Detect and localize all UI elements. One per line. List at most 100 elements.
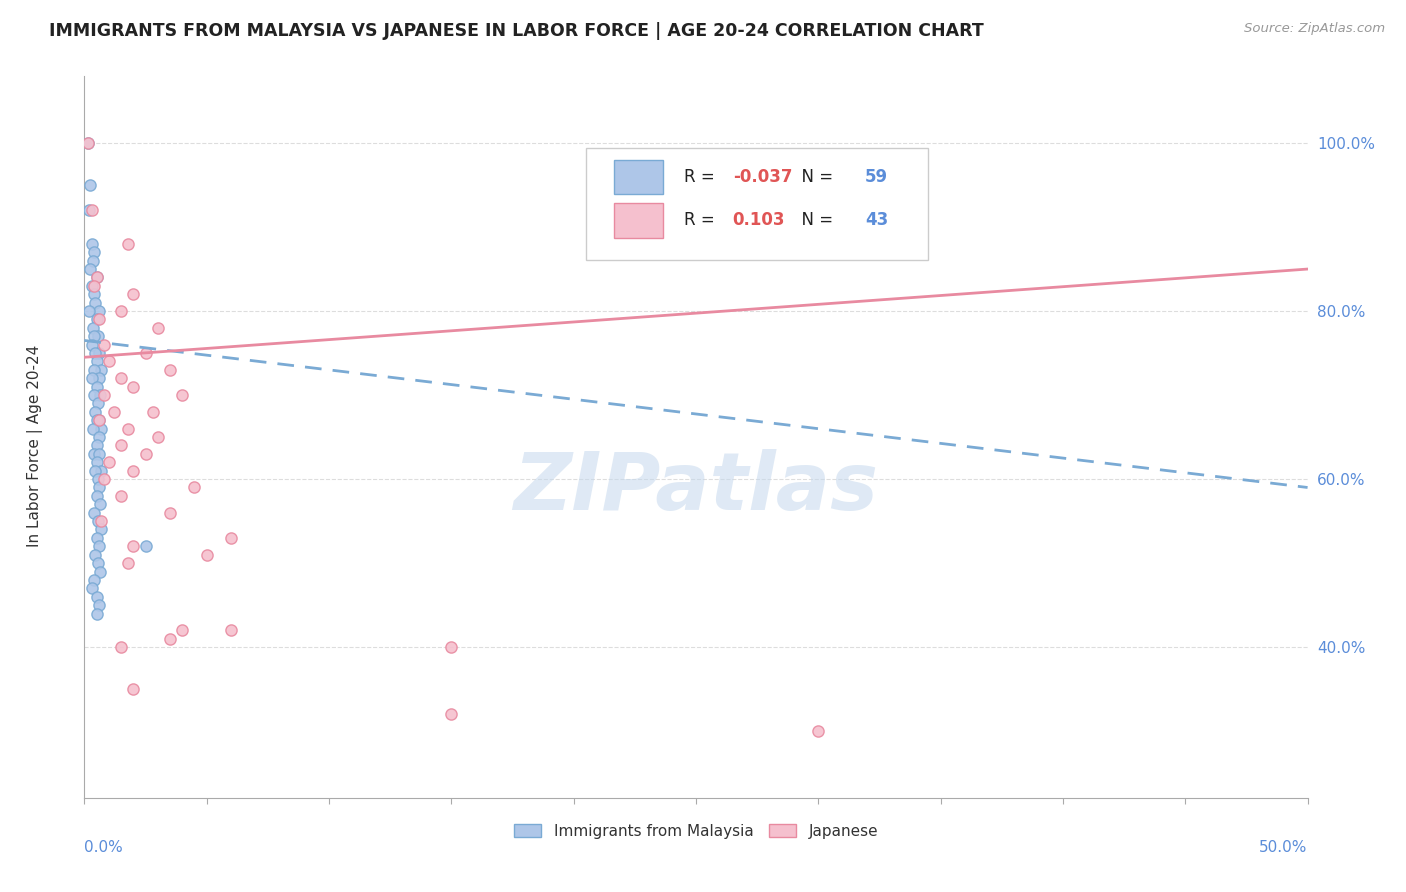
Point <box>87 447 110 461</box>
Point <box>146 321 169 335</box>
Point <box>83 447 105 461</box>
Text: Source: ZipAtlas.com: Source: ZipAtlas.com <box>1244 22 1385 36</box>
Point <box>183 481 205 495</box>
Point <box>83 245 105 260</box>
Point <box>159 632 181 646</box>
Point <box>80 371 103 385</box>
Point <box>87 514 110 528</box>
Point <box>90 363 112 377</box>
Point <box>87 304 110 318</box>
Point <box>87 413 110 427</box>
Point <box>84 346 107 360</box>
Point <box>86 270 108 285</box>
Text: R =: R = <box>683 211 720 229</box>
Point <box>82 321 104 335</box>
Point <box>87 329 110 343</box>
Point <box>117 236 139 251</box>
Point <box>117 556 139 570</box>
Point <box>86 455 108 469</box>
Point <box>97 455 120 469</box>
Point <box>84 548 107 562</box>
Point <box>89 565 111 579</box>
Point <box>77 203 100 218</box>
Point <box>89 497 111 511</box>
Point <box>86 531 108 545</box>
Point <box>110 489 132 503</box>
Point <box>103 405 125 419</box>
Bar <box>614 160 664 194</box>
Point <box>80 582 103 596</box>
Text: 43: 43 <box>865 211 889 229</box>
Point <box>77 136 100 150</box>
Point <box>93 472 115 486</box>
Text: ZIPatlas: ZIPatlas <box>513 449 879 526</box>
Text: In Labor Force | Age 20-24: In Labor Force | Age 20-24 <box>27 345 44 547</box>
Point <box>86 354 108 368</box>
Point <box>110 371 132 385</box>
Point <box>80 278 103 293</box>
Point <box>87 598 110 612</box>
Point <box>122 682 145 697</box>
Point <box>93 337 115 351</box>
Point <box>86 590 108 604</box>
Legend: Immigrants from Malaysia, Japanese: Immigrants from Malaysia, Japanese <box>508 818 884 845</box>
Point <box>87 430 110 444</box>
Text: IMMIGRANTS FROM MALAYSIA VS JAPANESE IN LABOR FORCE | AGE 20-24 CORRELATION CHAR: IMMIGRANTS FROM MALAYSIA VS JAPANESE IN … <box>49 22 984 40</box>
Point <box>172 388 194 402</box>
Point <box>80 236 103 251</box>
Point <box>79 262 101 277</box>
Point <box>87 556 110 570</box>
Point <box>146 430 169 444</box>
Point <box>83 573 105 587</box>
Point <box>807 724 830 739</box>
FancyBboxPatch shape <box>586 148 928 260</box>
Point <box>83 506 105 520</box>
Text: -0.037: -0.037 <box>733 168 792 186</box>
Bar <box>614 203 664 237</box>
Point <box>135 539 157 553</box>
Point <box>83 287 105 301</box>
Point <box>86 379 108 393</box>
Point <box>122 464 145 478</box>
Point <box>87 539 110 553</box>
Point <box>142 405 165 419</box>
Point <box>440 707 463 722</box>
Point <box>122 539 145 553</box>
Point <box>86 413 108 427</box>
Point <box>159 506 181 520</box>
Point <box>77 304 100 318</box>
Point <box>122 379 145 393</box>
Point <box>135 346 157 360</box>
Point <box>83 388 105 402</box>
Point <box>90 523 112 537</box>
Point <box>83 329 105 343</box>
Point <box>84 295 107 310</box>
Point <box>86 438 108 452</box>
Point <box>86 489 108 503</box>
Point <box>87 472 110 486</box>
Point <box>79 178 101 192</box>
Point <box>219 531 242 545</box>
Text: 50.0%: 50.0% <box>1260 840 1308 855</box>
Point <box>80 337 103 351</box>
Point <box>83 363 105 377</box>
Point <box>97 354 120 368</box>
Text: N =: N = <box>792 168 839 186</box>
Point <box>93 388 115 402</box>
Point <box>89 388 111 402</box>
Point <box>86 270 108 285</box>
Point <box>195 548 218 562</box>
Point <box>90 464 112 478</box>
Text: 59: 59 <box>865 168 889 186</box>
Text: N =: N = <box>792 211 839 229</box>
Point <box>84 405 107 419</box>
Point <box>122 287 145 301</box>
Point <box>159 363 181 377</box>
Point <box>86 312 108 326</box>
Point <box>84 464 107 478</box>
Point <box>80 203 103 218</box>
Point <box>87 371 110 385</box>
Text: R =: R = <box>683 168 720 186</box>
Point <box>87 346 110 360</box>
Point <box>77 136 100 150</box>
